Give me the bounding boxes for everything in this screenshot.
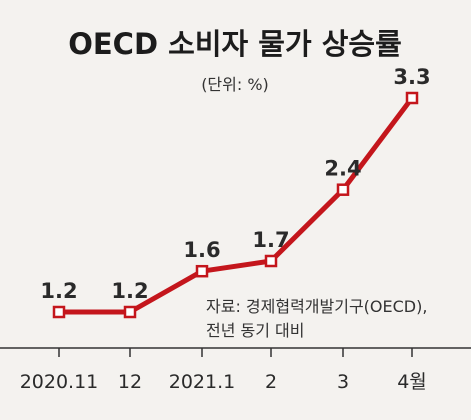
x-ticks xyxy=(58,348,413,357)
data-label: 1.6 xyxy=(183,238,220,262)
source-line-2: 전년 동기 대비 xyxy=(206,321,305,340)
data-label: 2.4 xyxy=(324,157,361,181)
x-tick-label: 4월 xyxy=(397,371,427,393)
x-tick-label: 12 xyxy=(118,371,142,393)
x-tick-label: 2020.11 xyxy=(20,371,99,393)
data-point xyxy=(336,183,350,196)
source-note: 자료: 경제협력개발기구(OECD), 전년 동기 대비 xyxy=(206,297,427,340)
unit-label: (단위: %) xyxy=(201,75,269,94)
data-point xyxy=(264,254,278,268)
x-tick-label: 2021.1 xyxy=(169,371,235,393)
source-line-1: 자료: 경제협력개발기구(OECD), xyxy=(206,297,427,316)
data-label: 1.2 xyxy=(111,279,148,303)
data-label: 3.3 xyxy=(393,65,430,89)
data-point xyxy=(195,264,209,278)
data-markers xyxy=(52,91,419,319)
x-tick-label: 2 xyxy=(265,371,277,393)
x-tick-label: 3 xyxy=(337,371,349,393)
data-point xyxy=(405,91,419,105)
chart-title: OECD 소비자 물가 상승률 xyxy=(68,27,402,61)
data-point xyxy=(52,305,66,319)
data-labels: 1.2 1.2 1.6 1.7 2.4 3.3 xyxy=(40,65,430,303)
data-label: 1.7 xyxy=(252,228,289,252)
x-tick-labels: 2020.11 12 2021.1 2 3 4월 xyxy=(20,371,427,393)
data-point xyxy=(123,305,137,319)
series-line xyxy=(59,96,414,315)
data-label: 1.2 xyxy=(40,279,77,303)
